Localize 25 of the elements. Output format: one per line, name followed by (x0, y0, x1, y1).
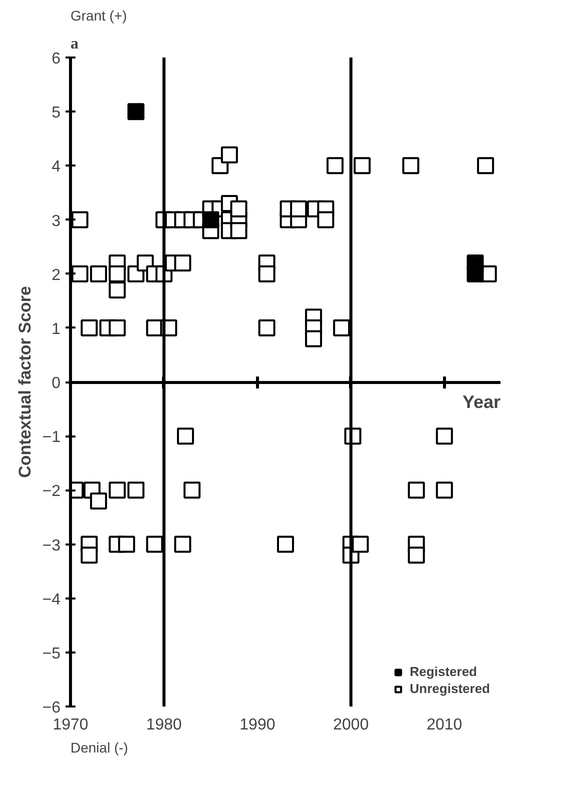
x-tick-label: 2000 (333, 716, 369, 734)
text: Denial (-) (70, 740, 128, 756)
x-axis-title: Year (462, 392, 501, 412)
legend-label: Unregistered (410, 681, 490, 696)
y-tick-label: 5 (52, 104, 61, 122)
y-tick-label: −5 (42, 645, 61, 662)
y-axis-title: Contextual factor Score (15, 286, 34, 478)
y-tick-label: 1 (52, 320, 61, 338)
y-tick-label: 6 (52, 50, 61, 68)
x-tick-label: 1980 (146, 716, 182, 734)
y-tick-label: 4 (52, 158, 61, 176)
legend-label: Registered (410, 664, 477, 679)
y-tick-label: 3 (52, 212, 61, 230)
x-tick-label: 2010 (426, 716, 462, 734)
y-tick-label: 0 (52, 375, 61, 392)
x-tick-label: 1990 (240, 716, 276, 734)
chart-title: a (70, 36, 78, 52)
y-tick-label: −3 (42, 537, 61, 554)
x-tick-label: 1970 (52, 716, 88, 734)
y-tick-label: −1 (42, 429, 61, 446)
y-tick-label: −2 (42, 483, 61, 500)
chart-subtitle: Grant (+) (70, 8, 127, 24)
y-tick-label: −4 (42, 591, 61, 608)
y-tick-label: 2 (52, 266, 61, 284)
y-tick-label: −6 (42, 700, 61, 716)
